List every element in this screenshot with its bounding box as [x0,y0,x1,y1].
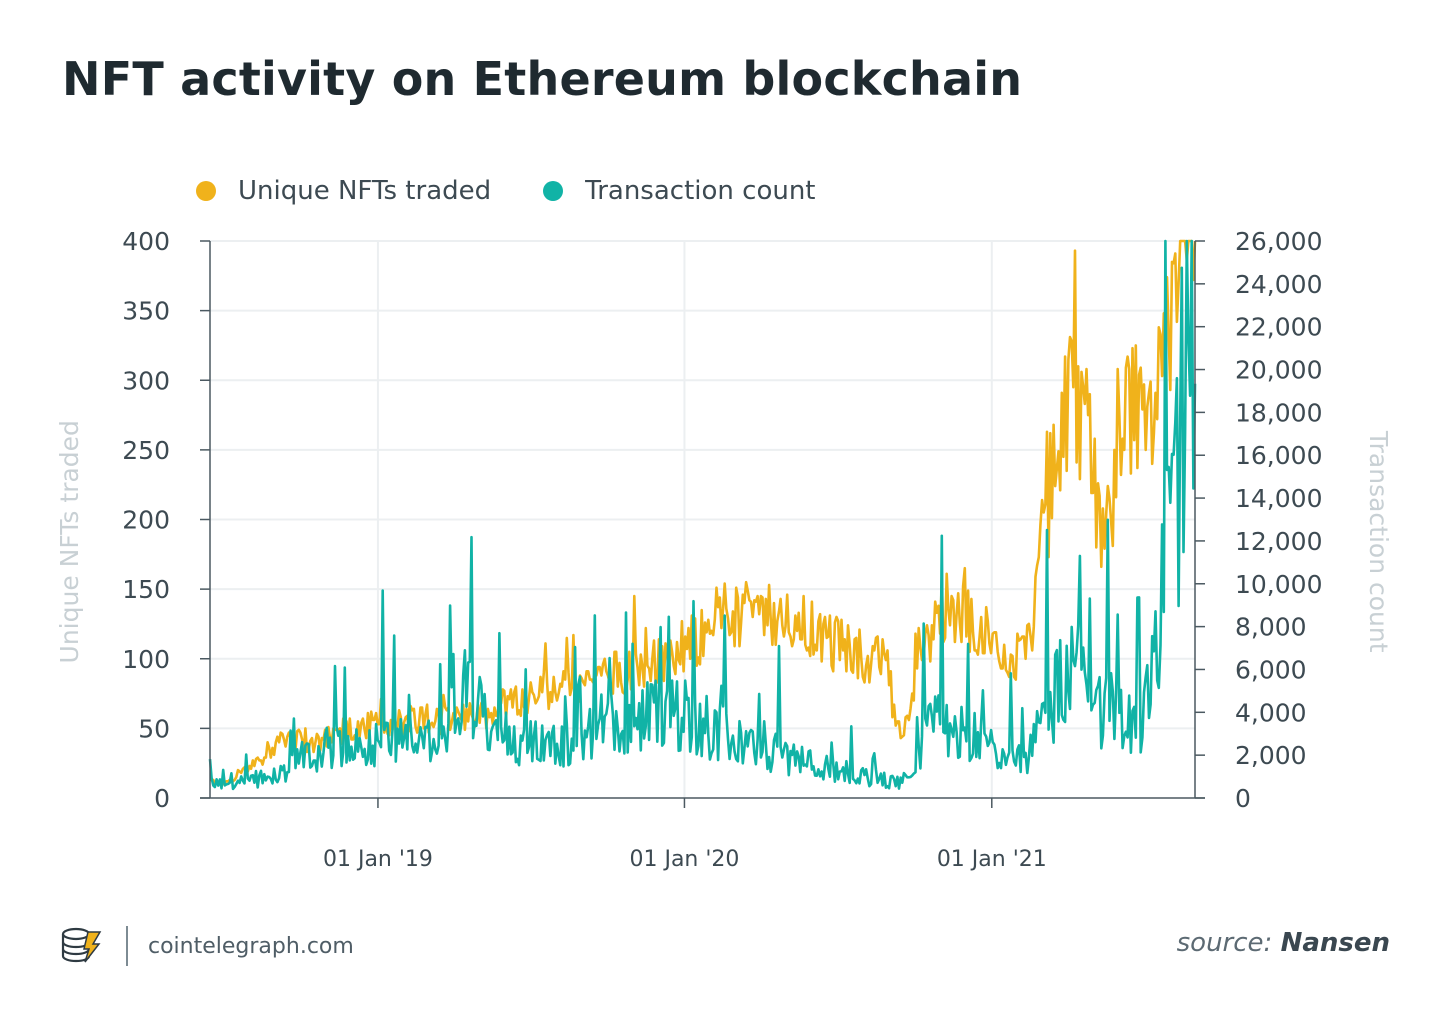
right-tick-label: 22,000 [1235,313,1322,342]
legend-label-nfts: Unique NFTs traded [238,176,492,206]
footer-source: source: Nansen [1177,928,1390,958]
source-prefix: source: [1176,928,1273,958]
left-tick-label: 200 [122,506,170,535]
footer-site[interactable]: cointelegraph.com [148,933,354,959]
right-tick-label: 6,000 [1235,655,1307,684]
labels: 0 50 100 150 200 250 300 350 400 0 2,000 4,000 6,000… [55,227,1393,872]
left-tick-label: 150 [122,575,170,604]
right-tick-label: 12,000 [1235,527,1322,556]
right-tick-label: 20,000 [1235,356,1322,385]
right-tick-label: 4,000 [1235,698,1307,727]
right-tick-label: 16,000 [1235,441,1322,470]
footer-brand: cointelegraph.com [58,924,354,968]
left-tick-label: 250 [122,436,170,465]
right-tick-label: 10,000 [1235,570,1322,599]
series-layer [208,239,1197,791]
series-line-unique-nfts [210,239,1197,786]
left-tick-label: 0 [154,784,170,813]
right-tick-label: 26,000 [1235,227,1322,256]
right-axis-title: Transaction count [1364,430,1393,653]
chart-title: NFT activity on Ethereum blockchain [62,52,1023,106]
right-tick-label: 2,000 [1235,741,1307,770]
source-name: Nansen [1280,928,1390,958]
right-tick-label: 18,000 [1235,398,1322,427]
x-tick-label: 01 Jan '19 [323,847,433,872]
right-tick-label: 0 [1235,784,1251,813]
x-tick-label: 01 Jan '21 [937,847,1047,872]
footer-divider [126,926,128,966]
legend-item-nfts[interactable]: Unique NFTs traded [196,176,491,206]
legend-item-tx[interactable]: Transaction count [543,176,816,206]
left-tick-label: 50 [138,714,170,743]
left-tick-label: 100 [122,645,170,674]
right-tick-label: 8,000 [1235,613,1307,642]
x-tick-label: 01 Jan '20 [629,847,739,872]
left-tick-label: 300 [122,366,170,395]
axes [200,240,1205,808]
legend-dot-nfts [196,181,216,201]
right-tick-label: 14,000 [1235,484,1322,513]
cointelegraph-logo-icon [61,927,102,963]
right-tick-label: 24,000 [1235,270,1322,299]
legend: Unique NFTs traded Transaction count [196,176,816,206]
legend-dot-tx [543,181,564,201]
left-tick-label: 400 [122,227,170,256]
series-line-transaction-count [208,239,1197,791]
left-tick-label: 350 [122,297,170,326]
left-axis-title: Unique NFTs traded [55,420,84,663]
legend-label-tx: Transaction count [585,176,816,206]
